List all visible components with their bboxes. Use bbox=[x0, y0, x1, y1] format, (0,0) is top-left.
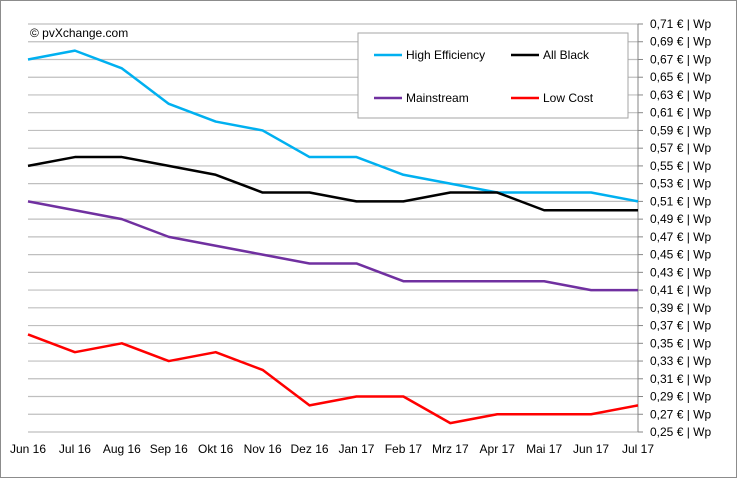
y-tick-label: 0,69 € | Wp bbox=[650, 35, 711, 49]
series-line-high-efficiency bbox=[27, 49, 639, 203]
x-tick-label: Feb 17 bbox=[385, 442, 423, 456]
y-tick-label: 0,71 € | Wp bbox=[650, 17, 711, 31]
y-tick-label: 0,61 € | Wp bbox=[650, 106, 711, 120]
y-tick-label: 0,39 € | Wp bbox=[650, 301, 711, 315]
y-tick-label: 0,33 € | Wp bbox=[650, 354, 711, 368]
y-tick-label: 0,25 € | Wp bbox=[650, 425, 711, 439]
y-tick-label: 0,55 € | Wp bbox=[650, 159, 711, 173]
x-axis-ticks: Jun 16 Jul 16 Aug 16 Sep 16 Okt 16 Nov 16 Dez … bbox=[10, 442, 654, 456]
series-lines bbox=[27, 49, 639, 425]
series-line-all-black bbox=[27, 155, 638, 212]
x-tick-label: Jun 17 bbox=[573, 442, 609, 456]
x-tick-label: Jul 16 bbox=[59, 442, 91, 456]
gridlines bbox=[28, 23, 643, 433]
y-tick-label: 0,57 € | Wp bbox=[650, 141, 711, 155]
x-tick-label: Okt 16 bbox=[198, 442, 234, 456]
x-tick-label: Jun 16 bbox=[10, 442, 46, 456]
legend-label: Low Cost bbox=[543, 91, 594, 105]
y-tick-label: 0,41 € | Wp bbox=[650, 283, 711, 297]
y-tick-label: 0,27 € | Wp bbox=[650, 407, 711, 421]
y-tick-label: 0,53 € | Wp bbox=[650, 177, 711, 191]
y-tick-label: 0,45 € | Wp bbox=[650, 248, 711, 262]
y-tick-label: 0,35 € | Wp bbox=[650, 336, 711, 350]
y-tick-label: 0,63 € | Wp bbox=[650, 88, 711, 102]
x-tick-label: Mrz 17 bbox=[432, 442, 469, 456]
y-tick-label: 0,31 € | Wp bbox=[650, 372, 711, 386]
x-tick-label: Mai 17 bbox=[526, 442, 562, 456]
y-tick-label: 0,59 € | Wp bbox=[650, 123, 711, 137]
y-tick-label: 0,65 € | Wp bbox=[650, 70, 711, 84]
legend-label: All Black bbox=[543, 48, 590, 62]
x-tick-label: Apr 17 bbox=[480, 442, 516, 456]
y-tick-label: 0,29 € | Wp bbox=[650, 390, 711, 404]
x-tick-label: Nov 16 bbox=[244, 442, 282, 456]
legend-box bbox=[357, 32, 629, 119]
x-tick-label: Aug 16 bbox=[103, 442, 141, 456]
series-line-low-cost bbox=[27, 333, 639, 425]
legend-label: High Efficiency bbox=[406, 48, 485, 62]
x-tick-label: Jul 17 bbox=[622, 442, 654, 456]
y-tick-label: 0,43 € | Wp bbox=[650, 265, 711, 279]
legend: High Efficiency All Black Mainstream Low Co… bbox=[357, 32, 629, 119]
x-tick-label: Dez 16 bbox=[291, 442, 329, 456]
y-tick-label: 0,49 € | Wp bbox=[650, 212, 711, 226]
x-tick-label: Jan 17 bbox=[338, 442, 374, 456]
legend-label: Mainstream bbox=[406, 91, 469, 105]
watermark: © pvXchange.com bbox=[30, 26, 128, 40]
series-line-mainstream bbox=[27, 200, 638, 292]
y-tick-label: 0,51 € | Wp bbox=[650, 194, 711, 208]
y-tick-label: 0,67 € | Wp bbox=[650, 52, 711, 66]
x-tick-label: Sep 16 bbox=[150, 442, 188, 456]
y-axis-ticks: 0,25 € | Wp 0,27 € | Wp 0,29 € | Wp 0,31 € … bbox=[650, 17, 711, 439]
y-tick-label: 0,47 € | Wp bbox=[650, 230, 711, 244]
y-tick-label: 0,37 € | Wp bbox=[650, 319, 711, 333]
